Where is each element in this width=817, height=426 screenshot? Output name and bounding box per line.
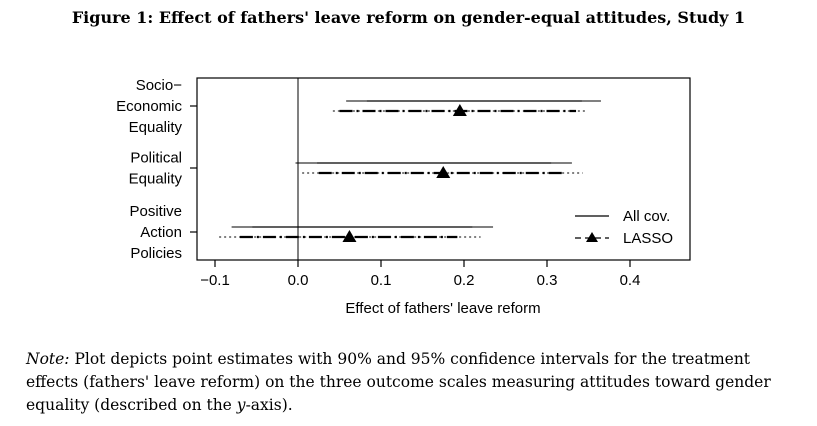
note-label: Note: — [26, 350, 70, 368]
figure-note: Note: Plot depicts point estimates with … — [26, 348, 806, 417]
plot-area — [196, 77, 691, 261]
category-label-line: Equality — [129, 171, 183, 188]
legend-marker — [586, 232, 598, 242]
point-estimate-marker — [452, 104, 467, 116]
category-label-line: Policies — [130, 245, 182, 262]
legend-label: LASSO — [623, 230, 673, 247]
x-tick-label: 0.1 — [371, 272, 392, 289]
series-group — [219, 100, 601, 242]
category-label-line: Action — [140, 224, 182, 241]
figure-title: Figure 1: Effect of fathers' leave refor… — [71, 8, 746, 27]
category-label-line: Equality — [129, 119, 183, 136]
x-tick-label: −0.1 — [200, 272, 230, 289]
point-estimate-marker — [342, 230, 357, 242]
x-tick-label: 0.3 — [537, 272, 558, 289]
category-label-line: Political — [130, 150, 182, 167]
forest-plot: −0.1 0.0 0.1 0.2 0.3 0.4 Socio− Economic Equali… — [116, 77, 691, 317]
note-text-2: -axis). — [245, 396, 293, 414]
note-y-axis-symbol: y — [236, 396, 246, 414]
y-axis: Socio− Economic Equality Political Equality P… — [116, 77, 197, 262]
x-tick-label: 0.4 — [620, 272, 641, 289]
x-axis: −0.1 0.0 0.1 0.2 0.3 0.4 — [200, 260, 640, 289]
x-axis-title: Effect of fathers' leave reform — [345, 300, 540, 317]
category-label-line: Economic — [116, 98, 182, 115]
x-tick-label: 0.2 — [454, 272, 475, 289]
legend: All cov. LASSO — [575, 208, 673, 247]
x-tick-label: 0.0 — [288, 272, 309, 289]
legend-label: All cov. — [623, 208, 670, 225]
point-estimate-marker — [436, 166, 451, 178]
note-text-1: Plot depicts point estimates with 90% an… — [26, 350, 771, 414]
plot-frame — [196, 77, 691, 261]
category-label-line: Socio− — [136, 77, 183, 94]
category-label-line: Positive — [129, 203, 182, 220]
